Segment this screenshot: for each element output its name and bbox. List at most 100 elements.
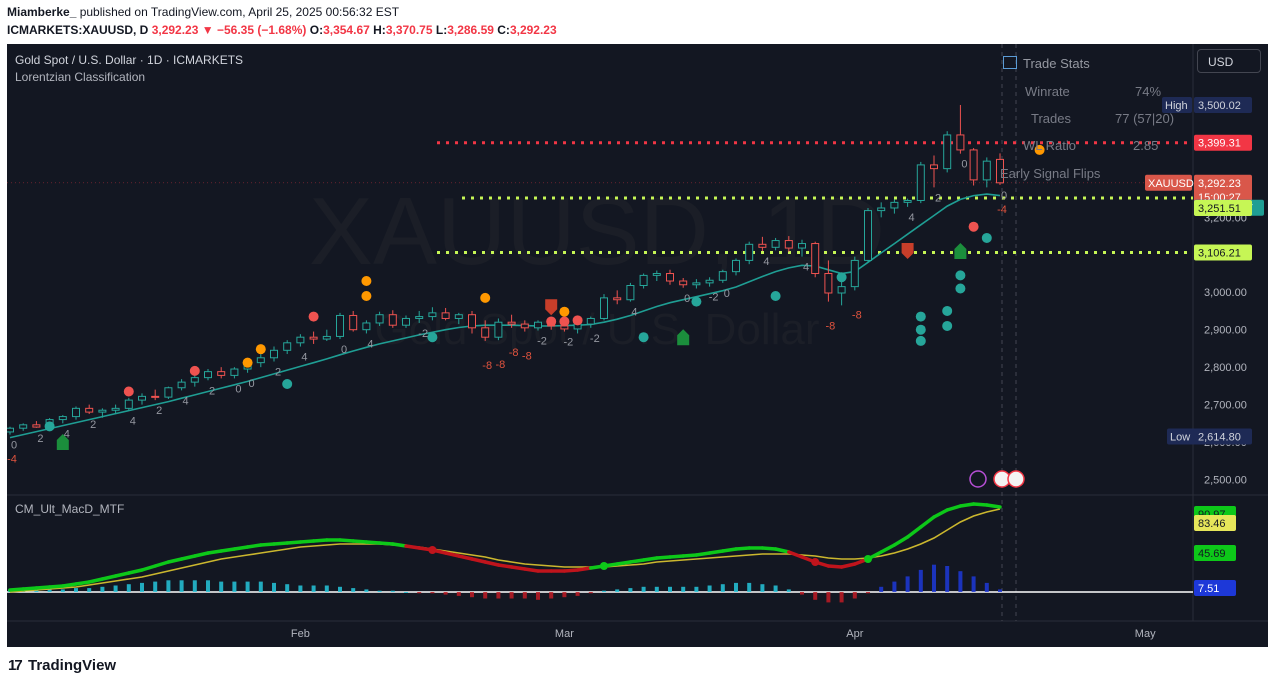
candle: [692, 279, 701, 289]
prediction-label: 2: [156, 405, 162, 417]
macd-histogram-bar: [166, 580, 171, 592]
author-name[interactable]: Miamberke_: [7, 5, 77, 19]
macd-histogram-bar: [800, 592, 804, 595]
signal-dot: [638, 332, 649, 343]
macd-line-segment: [377, 541, 395, 546]
macd-histogram-bar: [364, 589, 369, 592]
candle-body: [705, 279, 714, 284]
candle-body: [217, 371, 226, 376]
chart-frame[interactable]: XAUUSD, 1D Gold Spot / U.S. Dollar 2,500.0…: [7, 44, 1268, 647]
macd-line-segment: [958, 502, 976, 508]
symbol-tag-label: XAUUSD: [1148, 178, 1194, 190]
macd-histogram-bar: [87, 588, 92, 592]
prediction-label: -4: [997, 204, 1007, 216]
macd-line-segment: [628, 558, 646, 564]
candle-body: [850, 259, 859, 288]
candle: [375, 311, 384, 326]
prediction-label: 0: [11, 440, 17, 452]
kernel-ma-line: [9, 193, 1001, 439]
signal-dot: [255, 344, 266, 355]
signal-dot: [189, 365, 200, 376]
candle-body: [745, 243, 754, 261]
tradingview-wordmark: TradingView: [28, 657, 117, 674]
candle: [164, 386, 173, 399]
indicator-legend[interactable]: Lorentzian Classification: [15, 70, 146, 84]
macd-histogram-bar: [153, 581, 158, 592]
x-month-label: Mar: [555, 628, 574, 640]
macd-histogram-bar: [126, 584, 131, 592]
macd-histogram-bar: [285, 584, 290, 592]
candle-body: [190, 377, 199, 383]
candle-body: [494, 321, 503, 338]
signal-dot: [770, 290, 781, 301]
currency-button[interactable]: USD: [1197, 49, 1261, 73]
macd-histogram-bar: [338, 586, 342, 592]
candle-body: [771, 240, 780, 248]
signal-dot: [282, 379, 293, 390]
macd-legend[interactable]: CM_Ult_MacD_MTF: [15, 502, 125, 516]
candle-body: [613, 297, 622, 301]
x-month-label: Feb: [291, 628, 310, 640]
candle: [850, 256, 859, 291]
candle: [98, 408, 107, 418]
candle-body: [969, 149, 978, 181]
candle: [494, 318, 503, 341]
candle: [784, 236, 793, 252]
macd-histogram-bar: [417, 592, 422, 594]
buy-signal-arrow: [56, 434, 69, 451]
candle-body: [586, 317, 595, 325]
price-chart[interactable]: XAUUSD, 1D Gold Spot / U.S. Dollar 2,500.0…: [7, 44, 1268, 647]
y-tick-label: 2,500.00: [1204, 475, 1247, 487]
candle: [270, 346, 278, 362]
macd-line-segment: [87, 577, 105, 584]
candle-body: [811, 243, 820, 275]
candle: [507, 314, 516, 328]
macd-histogram-bar: [456, 592, 461, 596]
candle-body: [626, 285, 635, 301]
macd-cross-dot: [428, 546, 437, 554]
signal-dot: [955, 283, 966, 294]
macd-histogram-bar: [998, 589, 1002, 592]
publish-line: Miamberke_ published on TradingView.com,…: [7, 5, 399, 19]
candle: [718, 269, 727, 283]
candle: [930, 155, 938, 188]
wl-ratio-value: 2.85: [1133, 138, 1159, 153]
candle-body: [982, 160, 991, 181]
signal-dot: [361, 276, 372, 287]
high-value: 3,370.75: [385, 23, 433, 37]
tradingview-logo[interactable]: 17 TradingView: [8, 657, 116, 674]
macd-histogram-bar: [232, 581, 237, 592]
macd-cross-dot: [600, 562, 608, 570]
candle-body: [798, 243, 806, 249]
candle: [138, 393, 146, 405]
macd-histogram-bar: [522, 592, 527, 599]
macd-histogram-bar: [509, 592, 514, 599]
macd-line-segment: [905, 525, 923, 539]
candle: [441, 307, 450, 321]
candle-body: [322, 335, 331, 340]
candle-body: [19, 424, 28, 429]
high-label: H:: [373, 23, 386, 37]
candle-body: [7, 427, 14, 433]
candle: [613, 290, 622, 305]
candle: [415, 310, 424, 323]
macd-histogram-bar: [654, 586, 659, 592]
macd-histogram-bar: [918, 569, 923, 592]
macd-line-segment: [694, 551, 712, 557]
macd-histogram-bar: [206, 580, 210, 592]
macd-line-segment: [707, 549, 725, 555]
macd-histogram-bar: [945, 566, 950, 592]
macd-line-segment: [655, 555, 672, 560]
candle-body: [283, 342, 292, 351]
macd-histogram-bar: [588, 592, 593, 594]
macd-line-segment: [100, 574, 118, 581]
candle-body: [98, 409, 107, 413]
histogram-value-bg: [1194, 580, 1236, 596]
prediction-label: 4: [763, 256, 769, 268]
macd-histogram-bar: [496, 592, 501, 599]
macd-histogram-bar: [641, 586, 646, 592]
candle-body: [402, 317, 410, 326]
candle: [758, 236, 767, 252]
y-tick-label: 2,900.00: [1204, 325, 1247, 337]
prediction-label: 4: [64, 428, 70, 440]
